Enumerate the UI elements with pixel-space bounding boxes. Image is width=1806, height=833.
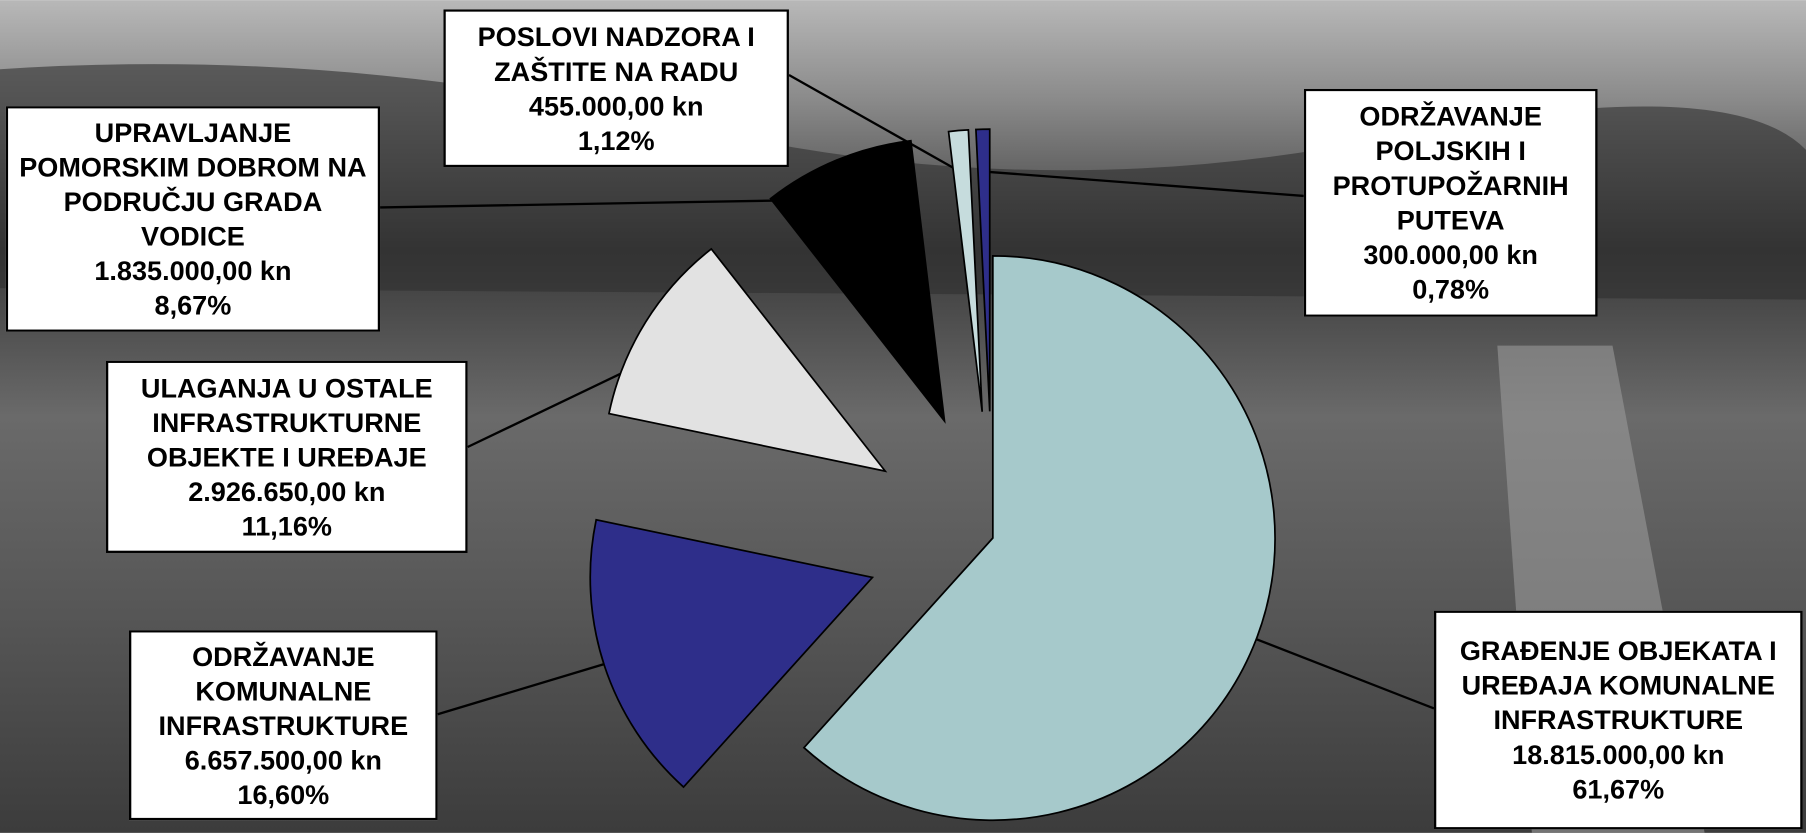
label-category: GRAĐENJE OBJEKATA I UREĐAJA KOMUNALNE IN… — [1459, 635, 1777, 735]
label-category: ULAGANJA U OSTALE INFRASTRUKTURNE OBJEKT… — [140, 372, 433, 472]
label-percent: 8,67% — [154, 290, 232, 321]
slice-label: ULAGANJA U OSTALE INFRASTRUKTURNE OBJEKT… — [105, 360, 468, 553]
slice-label: POSLOVI NADZORA I ZAŠTITE NA RADU 455.000… — [443, 9, 789, 168]
label-category: UPRAVLJANJE POMORSKIM DOBROM NA PODRUČJU… — [19, 117, 367, 252]
label-percent: 1,12% — [577, 125, 655, 156]
label-box: ULAGANJA U OSTALE INFRASTRUKTURNE OBJEKT… — [105, 360, 468, 553]
label-category: ODRŽAVANJE POLJSKIH I PROTUPOŽARNIH PUTE… — [1332, 101, 1569, 236]
label-amount: 18.815.000,00 kn — [1512, 739, 1725, 770]
label-amount: 455.000,00 kn — [528, 90, 704, 121]
slice-label: UPRAVLJANJE POMORSKIM DOBROM NA PODRUČJU… — [5, 106, 381, 332]
pie-slice — [769, 139, 946, 424]
label-amount: 300.000,00 kn — [1363, 239, 1538, 270]
label-box: ODRŽAVANJE KOMUNALNE INFRASTRUKTURE 6.657… — [129, 630, 438, 821]
label-category: ODRŽAVANJE KOMUNALNE INFRASTRUKTURE — [158, 641, 409, 741]
slice-label: GRAĐENJE OBJEKATA I UREĐAJA KOMUNALNE IN… — [1433, 610, 1803, 830]
label-percent: 0,78% — [1412, 274, 1490, 305]
label-category: POSLOVI NADZORA I ZAŠTITE NA RADU — [477, 21, 755, 86]
label-percent: 16,60% — [237, 779, 330, 810]
pie-slice — [589, 518, 875, 789]
label-amount: 2.926.650,00 kn — [188, 476, 386, 507]
pie-slice — [802, 254, 1276, 822]
pie-slice — [607, 247, 888, 473]
label-box: POSLOVI NADZORA I ZAŠTITE NA RADU 455.000… — [443, 9, 789, 168]
wedges — [589, 128, 1276, 822]
leader-line — [983, 170, 1304, 198]
label-amount: 6.657.500,00 kn — [184, 744, 382, 775]
pie-slice — [947, 129, 984, 412]
leader-line — [788, 73, 963, 174]
label-box: GRAĐENJE OBJEKATA I UREĐAJA KOMUNALNE IN… — [1433, 610, 1803, 830]
slice-label: ODRŽAVANJE KOMUNALNE INFRASTRUKTURE6.657… — [129, 630, 438, 821]
label-amount: 1.835.000,00 kn — [94, 255, 292, 286]
label-percent: 61,67% — [1572, 774, 1665, 805]
slice-label: ODRŽAVANJE POLJSKIH I PROTUPOŽARNIH PUTE… — [1303, 88, 1598, 317]
label-box: UPRAVLJANJE POMORSKIM DOBROM NA PODRUČJU… — [5, 106, 381, 332]
label-box: ODRŽAVANJE POLJSKIH I PROTUPOŽARNIH PUTE… — [1303, 88, 1598, 317]
pie-slice — [975, 128, 991, 412]
leader-line — [1255, 638, 1435, 710]
label-percent: 11,16% — [241, 510, 332, 541]
